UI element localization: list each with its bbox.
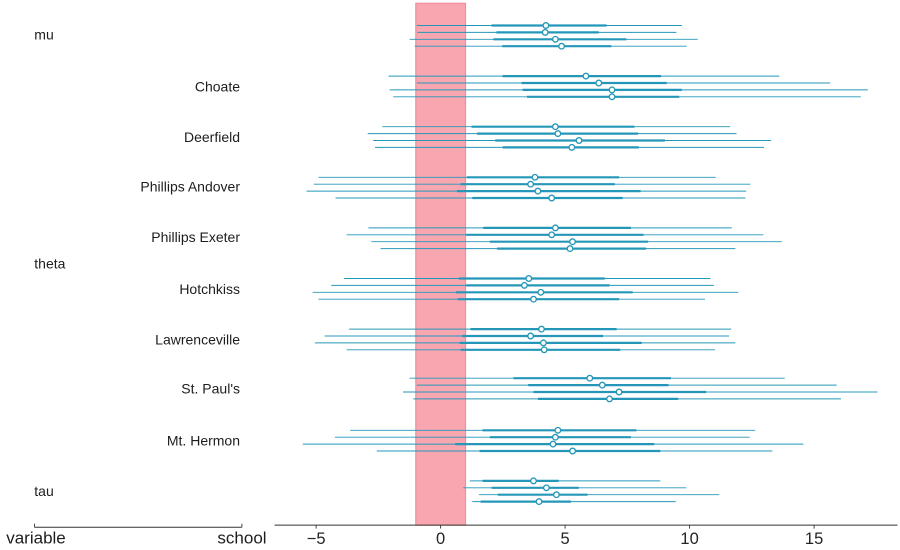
svg-text:Lawrenceville: Lawrenceville xyxy=(155,331,240,347)
svg-text:10: 10 xyxy=(680,530,698,548)
svg-text:15: 15 xyxy=(805,530,823,548)
svg-text:theta: theta xyxy=(34,255,65,271)
svg-text:0: 0 xyxy=(436,530,445,548)
svg-text:−5: −5 xyxy=(307,530,326,548)
svg-text:St. Paul's: St. Paul's xyxy=(181,381,240,397)
svg-text:Deerfield: Deerfield xyxy=(184,129,240,145)
svg-text:5: 5 xyxy=(561,530,570,548)
svg-text:variable: variable xyxy=(6,529,66,548)
svg-text:school: school xyxy=(217,529,266,548)
svg-text:Phillips Exeter: Phillips Exeter xyxy=(151,229,240,245)
svg-text:Mt. Hermon: Mt. Hermon xyxy=(167,433,240,449)
svg-text:Phillips Andover: Phillips Andover xyxy=(140,179,240,195)
svg-text:Choate: Choate xyxy=(195,78,240,94)
svg-text:Hotchkiss: Hotchkiss xyxy=(179,281,240,297)
svg-text:tau: tau xyxy=(34,483,53,499)
svg-text:mu: mu xyxy=(34,27,53,43)
